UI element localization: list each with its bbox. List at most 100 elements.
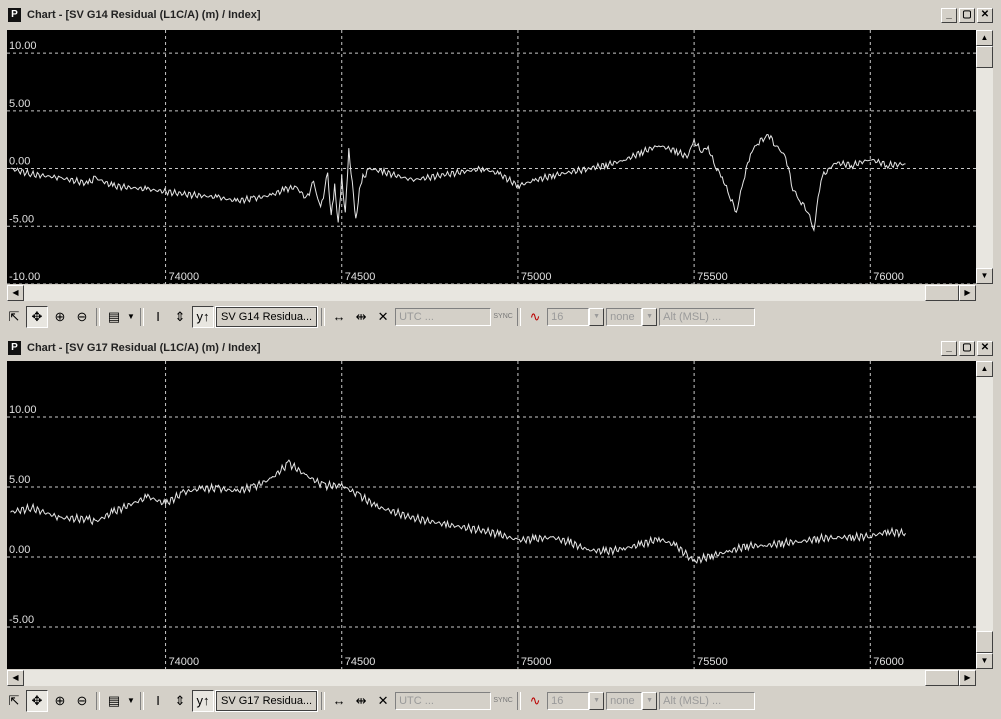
y-tick-label: -5.00 xyxy=(9,213,34,225)
scroll-thumb[interactable] xyxy=(925,670,959,686)
scroll-left-button[interactable]: ◀ xyxy=(7,285,24,301)
x-tick-label: 76000 xyxy=(873,271,904,283)
toolbar-separator xyxy=(140,692,144,710)
cursor-split-icon[interactable]: ⇕ xyxy=(174,309,186,324)
properties-icon[interactable]: ▤ xyxy=(107,693,121,708)
chart-window-g14: P Chart - [SV G14 Residual (L1C/A) (m) /… xyxy=(0,0,1001,333)
pan-icon[interactable]: ✥ xyxy=(26,690,48,712)
toolbar-separator xyxy=(96,308,100,326)
scroll-up-button[interactable]: ▲ xyxy=(976,361,993,377)
title-bar[interactable]: P Chart - [SV G17 Residual (L1C/A) (m) /… xyxy=(2,335,999,361)
cursor-vertical-icon[interactable]: Ι xyxy=(156,309,160,324)
vertical-scrollbar[interactable]: ▲ ▼ xyxy=(976,30,993,284)
altitude-field: Alt (MSL) ... xyxy=(659,308,756,326)
toolbar-separator xyxy=(321,692,326,710)
zoom-in-icon[interactable]: ⊕ xyxy=(54,693,66,708)
x-tick-label: 75000 xyxy=(521,656,552,668)
app-icon: P xyxy=(8,8,21,22)
y-tick-label: -10.00 xyxy=(9,271,40,283)
chart-toolbar: ⇱ ✥ ⊕ ⊖ ▤ ▼ Ι ⇕ y↑ SV G14 Residua... ↔ ⇹… xyxy=(4,305,997,329)
reset-axis-icon[interactable]: ✕ xyxy=(377,309,389,324)
plot-area[interactable]: 10.00 5.00 0.00 -5.00 -10.00 74000 74500 75000 7… xyxy=(7,30,976,284)
residual-chart-g14: 10.00 5.00 0.00 -5.00 -10.00 74000 74500 75000 7… xyxy=(7,30,976,284)
properties-icon[interactable]: ▤ xyxy=(107,309,121,324)
altitude-field: Alt (MSL) ... xyxy=(659,692,756,710)
app-icon: P xyxy=(8,341,21,355)
toolbar-separator xyxy=(321,308,326,326)
toolbar-separator xyxy=(517,692,522,710)
close-button[interactable]: ✕ xyxy=(977,8,993,23)
y-tick-label: 5.00 xyxy=(9,474,30,486)
restore-button[interactable]: ▢ xyxy=(959,8,975,23)
chevron-down-icon: ▼ xyxy=(642,692,658,710)
y-tick-label: 5.00 xyxy=(9,98,30,110)
chevron-down-icon: ▼ xyxy=(589,308,605,326)
pan-icon[interactable]: ✥ xyxy=(26,306,48,328)
y-tick-label: -5.00 xyxy=(9,614,34,626)
plot-area[interactable]: 10.00 5.00 0.00 -5.00 74000 74500 75000 75500 76… xyxy=(7,361,976,669)
zoom-out-icon[interactable]: ⊖ xyxy=(76,309,88,324)
chevron-down-icon[interactable]: ▼ xyxy=(127,312,135,321)
count-select: 16 ▼ xyxy=(547,308,605,326)
toolbar-separator xyxy=(140,308,144,326)
scroll-down-button[interactable]: ▼ xyxy=(976,268,993,284)
zoom-out-icon[interactable]: ⊖ xyxy=(76,693,88,708)
window-title: Chart - [SV G14 Residual (L1C/A) (m) / I… xyxy=(27,9,261,21)
x-tick-label: 74000 xyxy=(169,656,200,668)
x-tick-label: 75500 xyxy=(697,656,728,668)
toolbar-separator xyxy=(517,308,522,326)
scroll-right-button[interactable]: ▶ xyxy=(959,670,976,686)
residual-series-line xyxy=(10,459,906,565)
y-axis-icon[interactable]: y↑ xyxy=(192,306,214,328)
scroll-left-button[interactable]: ◀ xyxy=(7,670,24,686)
signal-analysis-icon[interactable]: ∿ xyxy=(529,693,541,708)
scroll-right-button[interactable]: ▶ xyxy=(959,285,976,301)
y-tick-label: 10.00 xyxy=(9,404,37,416)
y-tick-label: 0.00 xyxy=(9,544,30,556)
x-tick-label: 74500 xyxy=(345,271,376,283)
chevron-down-icon: ▼ xyxy=(589,692,605,710)
zoom-in-icon[interactable]: ⊕ xyxy=(54,309,66,324)
fit-width-icon[interactable]: ↔ xyxy=(332,693,346,708)
scroll-thumb[interactable] xyxy=(976,46,993,68)
close-button[interactable]: ✕ xyxy=(977,341,993,356)
chart-window-g17: P Chart - [SV G17 Residual (L1C/A) (m) /… xyxy=(0,333,1001,719)
scroll-up-button[interactable]: ▲ xyxy=(976,30,993,46)
restore-button[interactable]: ▢ xyxy=(959,341,975,356)
cursor-split-icon[interactable]: ⇕ xyxy=(174,693,186,708)
compress-width-icon[interactable]: ⇹ xyxy=(355,309,367,324)
scroll-thumb[interactable] xyxy=(976,631,993,653)
chevron-down-icon[interactable]: ▼ xyxy=(127,696,135,705)
series-select-button[interactable]: SV G17 Residua... xyxy=(214,690,319,712)
y-tick-label: 10.00 xyxy=(9,40,37,52)
x-tick-label: 74500 xyxy=(345,656,376,668)
compress-width-icon[interactable]: ⇹ xyxy=(355,693,367,708)
vertical-scrollbar[interactable]: ▲ ▼ xyxy=(976,361,993,669)
cursor-vertical-icon[interactable]: Ι xyxy=(156,693,160,708)
select-pointer-icon[interactable]: ⇱ xyxy=(8,693,20,708)
scroll-down-button[interactable]: ▼ xyxy=(976,653,993,669)
count-select: 16 ▼ xyxy=(547,692,605,710)
utc-field: UTC ... xyxy=(395,692,492,710)
scroll-thumb[interactable] xyxy=(925,285,959,301)
horizontal-scrollbar[interactable]: ◀ ▶ xyxy=(7,670,976,686)
series-select-button[interactable]: SV G14 Residua... xyxy=(214,306,319,328)
mode-select: none ▼ xyxy=(606,308,658,326)
sync-icon: SYNC xyxy=(493,313,513,320)
chevron-down-icon: ▼ xyxy=(642,308,658,326)
y-axis-icon[interactable]: y↑ xyxy=(192,690,214,712)
reset-axis-icon[interactable]: ✕ xyxy=(377,693,389,708)
select-pointer-icon[interactable]: ⇱ xyxy=(8,309,20,324)
mode-value: none xyxy=(606,692,643,710)
minimize-button[interactable]: _ xyxy=(941,8,957,23)
x-tick-label: 75000 xyxy=(521,271,552,283)
toolbar-separator xyxy=(96,692,100,710)
title-bar[interactable]: P Chart - [SV G14 Residual (L1C/A) (m) /… xyxy=(2,2,999,28)
count-value: 16 xyxy=(547,308,590,326)
chart-toolbar: ⇱ ✥ ⊕ ⊖ ▤ ▼ Ι ⇕ y↑ SV G17 Residua... ↔ ⇹… xyxy=(4,689,997,713)
minimize-button[interactable]: _ xyxy=(941,341,957,356)
y-tick-label: 0.00 xyxy=(9,156,30,168)
fit-width-icon[interactable]: ↔ xyxy=(332,309,346,324)
signal-analysis-icon[interactable]: ∿ xyxy=(529,309,541,324)
horizontal-scrollbar[interactable]: ◀ ▶ xyxy=(7,285,976,301)
